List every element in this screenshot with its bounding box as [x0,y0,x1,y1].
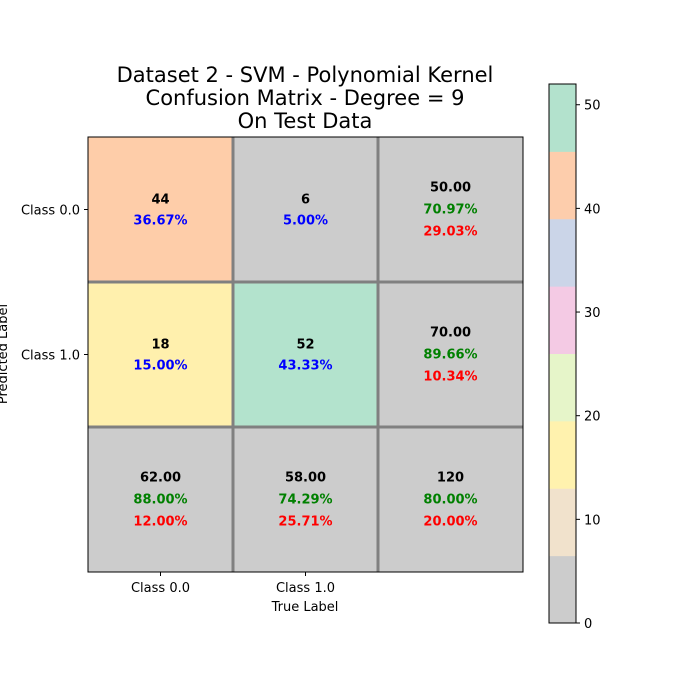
matrix-cells [88,137,523,572]
summary-correct-2-0: 88.00% [133,493,187,508]
colorbar-segment [549,286,576,354]
summary-total-2-2: 120 [437,471,464,486]
cell-count-0-1: 6 [301,193,310,208]
matrix-cell-2-2 [378,427,523,572]
cell-percent-0-0: 36.67% [133,214,187,229]
colorbar-border [548,83,577,624]
summary-error-0-2: 29.03% [423,225,477,240]
cell-count-0-0: 44 [151,193,169,208]
chart-title-line-2: Confusion Matrix - Degree = 9 [146,86,465,110]
summary-correct-2-2: 80.00% [423,493,477,508]
matrix-cell-1-1 [233,282,378,427]
cell-percent-1-1: 43.33% [278,359,332,374]
colorbar-tick-label: 0 [584,617,592,632]
matrix-cell-0-2 [378,137,523,282]
colorbar-segment [549,151,576,220]
matrix-cell-1-0 [88,282,233,427]
summary-total-2-1: 58.00 [285,471,326,486]
x-axis-label: True Label [271,600,339,615]
colorbar-tick-label: 40 [584,202,601,217]
cell-percent-0-1: 5.00% [283,214,328,229]
colorbar: 0 10 20 30 40 50 [548,83,601,632]
summary-total-2-0: 62.00 [140,471,181,486]
colorbar-tick-label: 50 [584,99,601,114]
matrix-cell-1-2 [378,282,523,427]
matrix-cell-2-0 [88,427,233,572]
matrix-cell-2-1 [233,427,378,572]
summary-error-1-2: 10.34% [423,370,477,385]
matrix-cell-labels: 44 36.67% 6 5.00% 50.00 70.97% 29.03% 18 15.00% 5… [133,181,477,530]
colorbar-segment [549,353,576,422]
summary-total-1-2: 70.00 [430,326,471,341]
colorbar-tick-label: 20 [584,410,601,425]
colorbar-tick-label: 10 [584,513,601,528]
matrix-cell-0-1 [233,137,378,282]
colorbar-segment [549,555,576,624]
colorbar-segment [549,420,576,489]
y-tick-label: Class 0.0 [21,204,80,219]
axis-ticks: Class 0.0 Class 1.0 Class 0.0 Class 1.0 [21,204,335,597]
cell-count-1-0: 18 [151,338,169,353]
summary-total-0-2: 50.00 [430,181,471,196]
chart-title: Dataset 2 - SVM - Polynomial Kernel Conf… [117,63,494,133]
x-tick-label: Class 0.0 [131,581,190,596]
summary-error-2-2: 20.00% [423,515,477,530]
summary-correct-0-2: 70.97% [423,203,477,218]
chart-title-line-1: Dataset 2 - SVM - Polynomial Kernel [117,63,494,87]
chart-title-line-3: On Test Data [238,109,373,133]
colorbar-segment [549,218,576,287]
y-axis-label: Predicted Label [0,304,11,404]
cell-count-1-1: 52 [296,338,314,353]
summary-error-2-0: 12.00% [133,515,187,530]
colorbar-segment [549,84,576,152]
summary-correct-1-2: 89.66% [423,348,477,363]
matrix-cell-0-0 [88,137,233,282]
y-tick-label: Class 1.0 [21,349,80,364]
colorbar-tick-label: 30 [584,306,601,321]
x-tick-label: Class 1.0 [276,581,335,596]
cell-percent-1-0: 15.00% [133,359,187,374]
summary-error-2-1: 25.71% [278,515,332,530]
summary-correct-2-1: 74.29% [278,493,332,508]
colorbar-segment [549,488,576,557]
